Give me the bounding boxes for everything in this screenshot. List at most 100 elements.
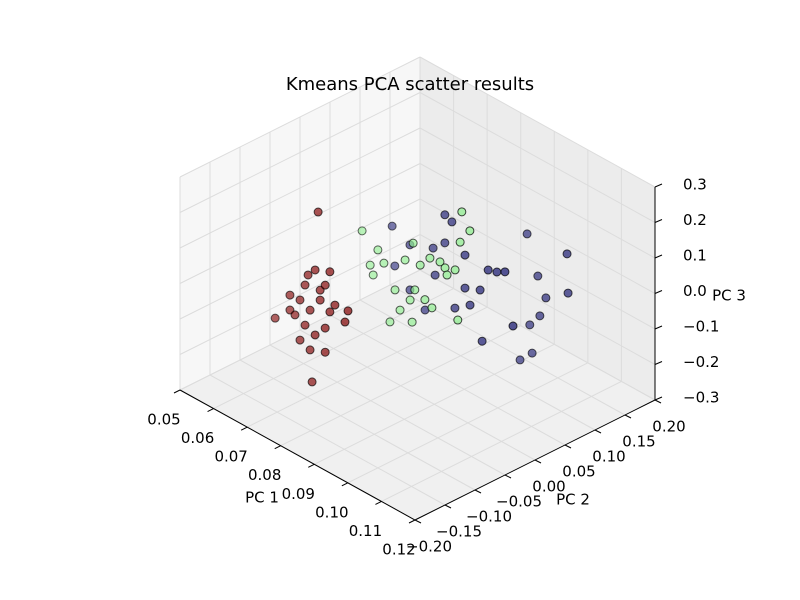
z-tick-label: 0.2 — [683, 211, 707, 229]
point — [368, 270, 378, 280]
y-tick-label: 0.00 — [532, 478, 565, 496]
point — [465, 300, 475, 310]
grid-line — [239, 359, 476, 491]
point — [390, 261, 400, 271]
point — [415, 260, 425, 270]
y-tick-label: −0.10 — [466, 508, 512, 526]
grid-line — [179, 163, 421, 284]
grid-line — [179, 56, 421, 178]
point — [295, 295, 305, 305]
z-tick-label: −0.1 — [683, 318, 719, 336]
y-tick — [624, 414, 632, 419]
point — [508, 321, 518, 331]
point — [310, 265, 320, 275]
point — [447, 217, 457, 227]
y-tick — [594, 429, 602, 434]
grid-line — [179, 198, 421, 320]
grid-line — [419, 56, 656, 188]
point — [340, 317, 350, 327]
point — [435, 257, 445, 267]
point — [379, 258, 389, 268]
point — [475, 285, 485, 295]
x-tick-label: 0.07 — [214, 448, 247, 466]
point — [270, 313, 280, 323]
x-tick-label: 0.05 — [147, 411, 180, 429]
point — [457, 207, 467, 217]
x-tick — [274, 445, 281, 450]
y-tick — [474, 489, 482, 494]
grid-line — [419, 234, 656, 365]
points — [270, 207, 573, 387]
point — [290, 310, 300, 320]
point — [440, 238, 450, 248]
point — [533, 271, 543, 281]
y-tick-label: −0.15 — [436, 523, 482, 541]
grid-line — [299, 329, 536, 461]
x-tick — [207, 408, 214, 413]
point — [305, 345, 315, 355]
point — [295, 335, 305, 345]
grid-line — [179, 234, 421, 355]
point — [440, 210, 450, 220]
point — [357, 226, 367, 236]
grid-line — [329, 314, 566, 446]
point — [430, 270, 440, 280]
point — [477, 336, 487, 346]
point — [405, 295, 415, 305]
z-tick — [654, 290, 663, 294]
z-tick-label: 0.3 — [683, 176, 707, 194]
x-tick-label: 0.10 — [315, 503, 348, 521]
point — [500, 267, 510, 277]
y-tick-label: −0.20 — [406, 538, 452, 556]
x-tick-label: 0.06 — [181, 429, 214, 447]
point — [483, 265, 493, 275]
point — [428, 243, 438, 253]
point — [535, 311, 545, 321]
y-tick — [564, 444, 572, 449]
x-axis-line — [179, 389, 416, 521]
point — [465, 226, 475, 236]
grid-line — [419, 269, 656, 401]
z-tick — [654, 396, 663, 401]
grid-line — [179, 92, 421, 213]
z-tick — [654, 361, 663, 365]
x-tick — [173, 389, 181, 394]
point — [330, 300, 340, 310]
grid-line — [359, 299, 596, 431]
grid-line — [419, 198, 656, 330]
z-tick — [654, 183, 663, 188]
x-tick — [375, 500, 382, 505]
chart-title: Kmeans PCA scatter results — [286, 74, 534, 95]
point — [420, 295, 430, 305]
grid-line — [419, 92, 656, 223]
x-tick — [408, 519, 416, 524]
x-tick — [308, 463, 315, 468]
point — [460, 283, 470, 293]
point — [300, 320, 310, 330]
point — [390, 285, 400, 295]
point — [395, 305, 405, 315]
point — [285, 290, 295, 300]
z-tick-label: 0.1 — [683, 247, 707, 265]
point — [305, 305, 315, 315]
point — [325, 307, 335, 317]
point — [522, 229, 532, 239]
point — [442, 270, 452, 280]
y-axis-line — [414, 399, 656, 521]
point — [320, 323, 330, 333]
x-tick-label: 0.11 — [349, 522, 382, 540]
point — [460, 250, 470, 260]
point — [400, 255, 410, 265]
y-tick-label: 0.10 — [592, 448, 625, 466]
x-tick-label: 0.08 — [248, 466, 281, 484]
point — [492, 267, 502, 277]
y-axis-label: PC 2 — [556, 491, 590, 509]
point — [450, 303, 460, 313]
grid-line — [269, 344, 506, 476]
point — [408, 238, 418, 248]
grid-line — [179, 269, 421, 391]
point — [320, 347, 330, 357]
point — [373, 245, 383, 255]
point — [455, 237, 465, 247]
point — [365, 260, 375, 270]
